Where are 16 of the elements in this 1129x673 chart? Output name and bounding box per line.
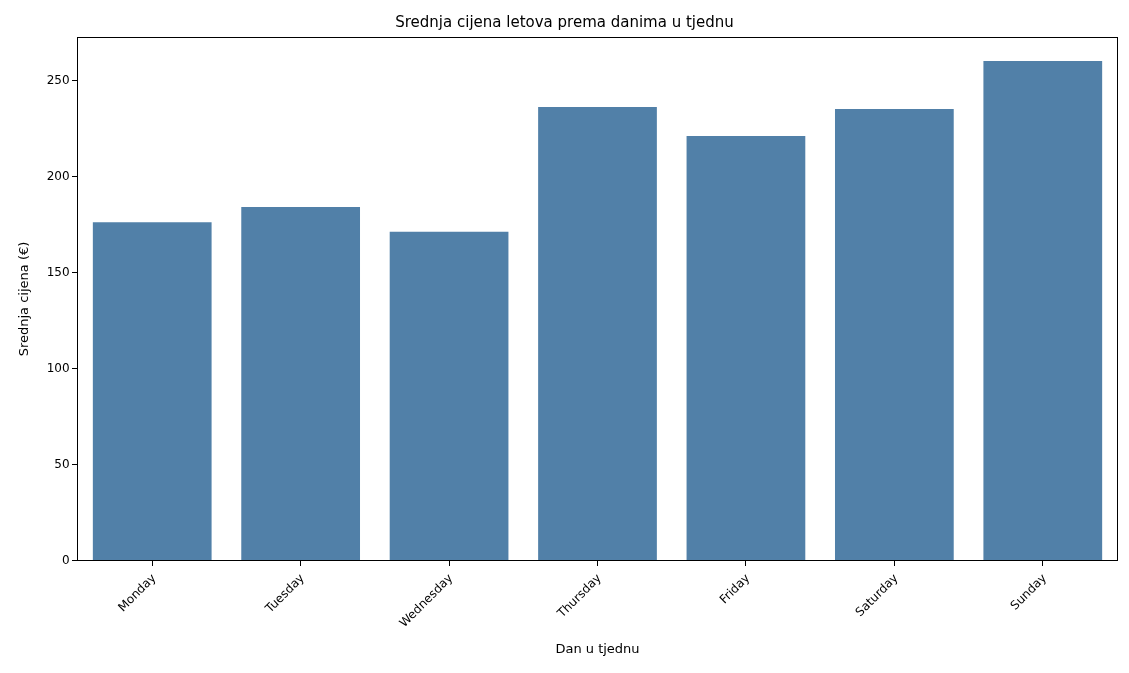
y-axis-title: Srednja cijena (€)	[15, 241, 31, 357]
chart-title: Srednja cijena letova prema danima u tjednu	[395, 13, 734, 32]
y-tick-label: 200	[46, 169, 70, 184]
y-tick-label: 0	[61, 553, 70, 568]
y-tick-label: 100	[46, 361, 70, 376]
bar	[686, 135, 806, 560]
bar	[834, 109, 954, 560]
bar	[538, 107, 657, 560]
y-tick-label: 50	[54, 457, 70, 472]
bar	[389, 231, 509, 560]
bar	[241, 206, 361, 560]
x-axis-title: Dan u tjednu	[555, 641, 640, 657]
bar	[983, 61, 1103, 560]
y-tick-label: 250	[46, 73, 70, 88]
bar	[92, 222, 212, 560]
y-tick-label: 150	[46, 265, 70, 280]
